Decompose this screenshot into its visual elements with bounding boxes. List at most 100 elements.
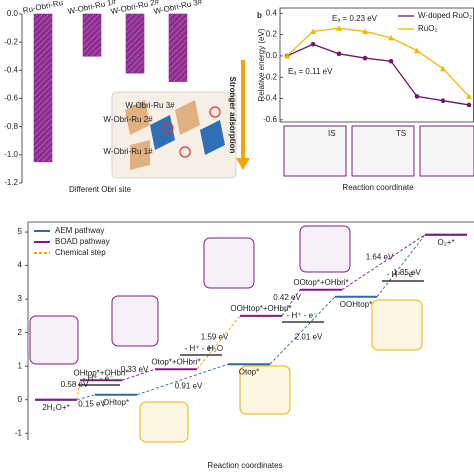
y-axis-title: Relative energy (eV) (257, 28, 266, 101)
marker (388, 34, 394, 41)
level-label: OOHtop* (340, 300, 372, 309)
inset-label: W-Obri-Ru 3# (125, 101, 175, 110)
connector (376, 234, 426, 298)
bar (82, 13, 102, 57)
step-label: 0.42 eV (273, 293, 301, 302)
series-line (286, 27, 470, 97)
bar (33, 13, 53, 163)
y-tick-label: -0.8 (4, 122, 18, 131)
marker (310, 41, 316, 47)
inset-label: W-Obri-Ru 2# (103, 115, 153, 124)
step-label: 0.91 eV (175, 382, 203, 391)
annotation: H₂O (208, 344, 223, 353)
y-tick-label: -0.6 (4, 94, 18, 103)
legend-label: RuO₂ (418, 24, 438, 33)
panel-label: b (257, 11, 262, 20)
inset-label: W-Obri-Ru 1# (103, 147, 153, 156)
step-label: 1.64 eV (366, 252, 394, 261)
y-tick-label: -0.2 (4, 37, 18, 46)
y-tick-label: -0.2 (263, 72, 277, 81)
y-tick-label: -0.4 (4, 65, 18, 74)
y-tick-label: 3 (18, 294, 23, 303)
legend-label: Chemical step (55, 248, 106, 257)
connector (121, 368, 156, 381)
y-tick-label: -0.4 (263, 94, 277, 103)
y-tick-label: 1 (18, 361, 23, 370)
arrow-head (236, 158, 250, 170)
y-tick-label: 4 (18, 261, 23, 270)
structure-box (299, 225, 351, 273)
x-axis-title: Reaction coordinate (342, 183, 414, 192)
marker (440, 98, 446, 103)
step-label: 0.15 eV (78, 399, 106, 408)
structure-box (239, 365, 291, 415)
inset-image (283, 125, 347, 177)
legend-label: AEM pathway (55, 226, 104, 235)
marker (336, 25, 342, 31)
connector (196, 315, 241, 370)
marker (362, 55, 368, 61)
level-label: OOHtop*+OHbri* (230, 304, 291, 313)
annotation: Stronger adsorption (228, 77, 237, 154)
y-tick-label: -1.0 (4, 150, 18, 159)
category-label: Ru-Obri-Ru (22, 0, 64, 15)
marker (414, 94, 420, 99)
bar (168, 13, 188, 82)
structure-box (111, 295, 159, 347)
y-tick-label: 2 (18, 328, 23, 337)
y-tick-label: 0.0 (7, 9, 19, 18)
annotation: Eₐ = 0.11 eV (288, 67, 333, 76)
inset-image (419, 125, 474, 177)
x-axis-title: Reaction coordinates (207, 461, 282, 470)
level-label: Otop*+OHbri* (151, 357, 200, 366)
connector (341, 234, 426, 291)
y-tick-label: 0.4 (266, 8, 278, 17)
annotation: - H⁺ - e⁻ (185, 344, 216, 353)
y-tick-label: 0.0 (266, 51, 278, 60)
annotation: - H⁺ - e⁻ (387, 270, 418, 279)
marker (336, 51, 342, 57)
marker (466, 93, 472, 99)
marker (388, 58, 394, 64)
x-axis-title: Different Obri site (69, 185, 132, 194)
connector (76, 394, 96, 401)
legend-label: BOAD pathway (55, 237, 110, 246)
y-tick-label: 0.2 (266, 30, 278, 39)
structure-box (139, 401, 189, 443)
structure-box (29, 315, 79, 365)
step-label: 1.85 eV (393, 268, 421, 277)
inset-image (351, 125, 415, 177)
level-label: OOtop*+OHbri* (293, 278, 348, 287)
marker (466, 102, 472, 108)
plot-frame (279, 7, 474, 123)
level-label: OHtop* (103, 398, 129, 407)
y-tick-label: -1 (15, 428, 23, 437)
step-label: 0.58 eV (61, 380, 89, 389)
level-label: OHtop*+OHbri* (74, 368, 129, 377)
annotation: - H⁺ - e⁻ (83, 374, 114, 383)
level-label: O₂+* (437, 238, 454, 247)
y-tick-label: -0.6 (263, 115, 277, 124)
level-label: Otop* (239, 367, 259, 376)
structure-box (371, 299, 423, 351)
inset-label: IS (328, 129, 336, 138)
y-tick-label: -1.2 (4, 178, 18, 187)
step-label: 2.01 eV (295, 333, 323, 342)
step-label: 1.59 eV (201, 333, 229, 342)
connector (269, 296, 336, 365)
marker (362, 28, 368, 34)
step-label: 0.33 eV (121, 365, 149, 374)
annotation: Eₐ = 0.23 eV (332, 14, 378, 23)
connector (281, 289, 301, 317)
marker (440, 65, 446, 72)
y-tick-label: 5 (18, 227, 23, 236)
marker (284, 52, 290, 59)
structure-box (203, 237, 255, 289)
connector (136, 363, 229, 396)
bar (125, 13, 145, 74)
marker (310, 28, 316, 34)
connector (76, 380, 81, 400)
inset-label: TS (396, 129, 406, 138)
y-tick-label: 0 (18, 395, 23, 404)
